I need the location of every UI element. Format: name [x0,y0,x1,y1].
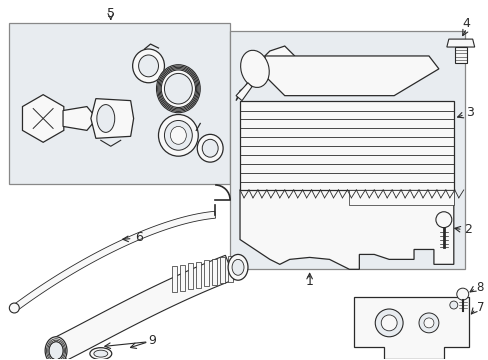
FancyBboxPatch shape [230,31,464,269]
Circle shape [423,318,433,328]
Text: 1: 1 [305,275,313,288]
Ellipse shape [160,69,196,109]
Ellipse shape [240,50,269,87]
Text: 8: 8 [476,281,483,294]
Circle shape [418,313,438,333]
Ellipse shape [202,139,218,157]
Ellipse shape [164,73,192,104]
Polygon shape [220,257,224,283]
Text: 4: 4 [462,17,470,30]
Polygon shape [349,190,453,205]
Ellipse shape [45,337,67,360]
Ellipse shape [170,126,186,144]
Text: 5: 5 [106,7,115,20]
Ellipse shape [97,105,115,132]
Polygon shape [240,190,453,269]
Polygon shape [63,107,97,130]
Polygon shape [188,264,193,289]
Text: 3: 3 [465,106,473,119]
Ellipse shape [159,67,198,110]
Polygon shape [446,39,474,47]
Polygon shape [55,255,234,360]
Polygon shape [236,83,251,100]
FancyBboxPatch shape [9,23,230,184]
Polygon shape [264,56,438,96]
Ellipse shape [232,260,244,275]
Polygon shape [14,211,215,310]
Ellipse shape [138,55,158,77]
Polygon shape [354,297,468,359]
Polygon shape [22,95,64,142]
Ellipse shape [164,121,192,150]
Circle shape [374,309,402,337]
Ellipse shape [156,65,200,113]
Polygon shape [196,262,201,288]
Polygon shape [236,46,294,100]
Text: 7: 7 [476,301,483,314]
Text: 2: 2 [463,223,470,236]
Ellipse shape [132,49,164,83]
Polygon shape [454,47,466,63]
Circle shape [435,212,451,228]
Polygon shape [91,99,133,138]
Ellipse shape [90,348,112,360]
Ellipse shape [197,134,223,162]
Ellipse shape [227,255,247,280]
Polygon shape [212,259,217,285]
Polygon shape [172,266,177,292]
Ellipse shape [49,342,63,360]
Polygon shape [204,260,209,286]
Text: 9: 9 [148,334,156,347]
Ellipse shape [157,66,199,111]
Ellipse shape [161,70,195,108]
Circle shape [9,303,19,313]
Circle shape [381,315,396,331]
Ellipse shape [94,350,107,357]
Polygon shape [240,100,453,190]
Circle shape [449,301,457,309]
Circle shape [456,288,468,300]
Ellipse shape [158,114,198,156]
Text: 6: 6 [134,231,142,244]
Polygon shape [180,265,185,291]
Polygon shape [227,256,233,282]
